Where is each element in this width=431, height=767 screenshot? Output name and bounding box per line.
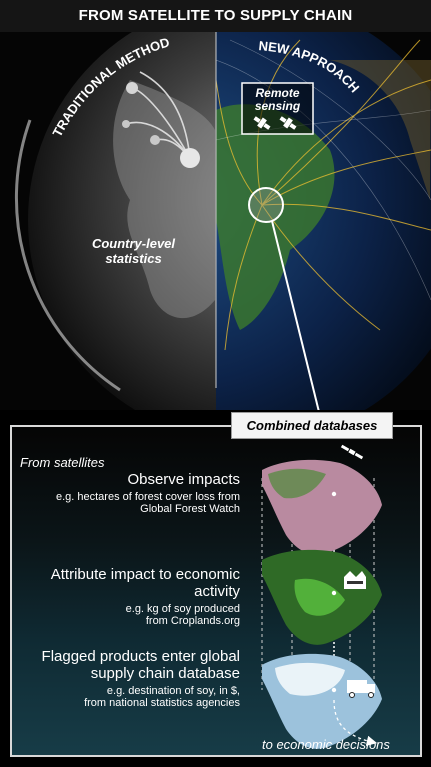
remote-sensing-line: sensing — [254, 99, 301, 113]
step-heading: Flagged products enter global — [41, 648, 240, 665]
combined-databases-badge: Combined databases — [232, 413, 392, 438]
step-subtext: e.g. hectares of forest cover loss from — [55, 491, 240, 503]
remote-sensing-label: Remote sensing — [244, 87, 311, 113]
decisions-arrow — [333, 699, 378, 746]
page-title: FROM SATELLITE TO SUPPLY CHAIN — [0, 0, 431, 32]
step-observe-impacts: Observe impacts e.g. hectares of forest … — [40, 471, 240, 515]
country-level-line: statistics — [105, 251, 162, 266]
step-flagged-products: Flagged products enter global supply cha… — [10, 648, 240, 709]
step-subtext: from Croplands.org — [145, 615, 240, 627]
remote-sensing-line: Remote — [255, 86, 300, 100]
step-heading: Observe impacts — [127, 471, 240, 488]
country-level-line: Country-level — [91, 236, 176, 251]
brazil-focus-circle — [248, 187, 284, 223]
statistics-bubble — [180, 148, 200, 168]
step-subtext: e.g. kg of soy produced — [125, 603, 240, 615]
economic-decisions-label: to economic decisions — [262, 737, 390, 752]
remote-sensing-box — [241, 82, 314, 135]
satellite-icon — [279, 116, 297, 130]
from-satellites-label: From satellites — [20, 455, 105, 470]
step-subtext: from national statistics agencies — [84, 697, 240, 709]
globe-illustration: TRADITIONAL METHOD NEW APPROACH — [14, 32, 431, 410]
country-level-label: Country-level statistics — [86, 236, 181, 266]
step-heading: supply chain database — [90, 665, 240, 682]
brazil-map-stack — [261, 444, 382, 749]
step-subtext: e.g. destination of soy, in $, — [106, 685, 240, 697]
factory-icon — [344, 571, 366, 589]
step-heading: Attribute impact to economic activity — [50, 566, 240, 600]
truck-icon — [347, 680, 375, 698]
step-subtext: Global Forest Watch — [140, 503, 240, 515]
satellite-icon — [340, 444, 364, 460]
satellite-icon — [253, 116, 271, 130]
step-attribute-impact: Attribute impact to economic activity e.… — [10, 566, 240, 627]
